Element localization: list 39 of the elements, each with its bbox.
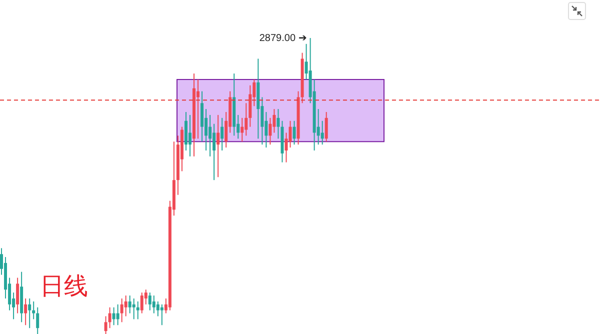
candlestick: [324, 112, 328, 142]
candlestick: [124, 295, 128, 317]
candlestick: [16, 277, 20, 314]
candlestick: [148, 292, 152, 311]
candlestick: [132, 298, 136, 320]
candlestick: [320, 120, 324, 146]
candlestick: [112, 306, 116, 326]
candlestick: [152, 295, 156, 314]
candlestick: [36, 306, 40, 334]
candlestick: [28, 298, 32, 329]
candlestick: [272, 108, 276, 134]
candlestick: [24, 298, 28, 326]
candlestick: [288, 120, 292, 148]
candlestick: [184, 112, 188, 151]
annotation: 日线: [40, 272, 88, 300]
candlestick: [188, 114, 192, 157]
candlestick: [156, 300, 160, 317]
candlestick: [140, 292, 144, 314]
candlestick: [212, 123, 216, 181]
candlestick: [276, 108, 280, 140]
annotation: 2879.00 ➔: [259, 33, 306, 44]
candlestick: [196, 78, 200, 140]
candlestick: [120, 298, 124, 323]
candlestick: [200, 90, 204, 142]
candlestick: [292, 120, 296, 146]
candlestick: [240, 117, 244, 142]
candlestick: [104, 316, 108, 334]
candlestick: [208, 114, 212, 157]
candlestick: [116, 304, 120, 326]
candlestick: [244, 102, 248, 136]
candlestick: [160, 304, 164, 326]
candlestick: [220, 117, 224, 151]
candlestick: [216, 114, 220, 178]
candlestick: [248, 84, 252, 128]
candlestick: [268, 117, 272, 146]
candlestick: [32, 300, 36, 320]
candlestick: [128, 295, 132, 314]
candlestick: [108, 306, 112, 329]
candlestick: [136, 300, 140, 320]
